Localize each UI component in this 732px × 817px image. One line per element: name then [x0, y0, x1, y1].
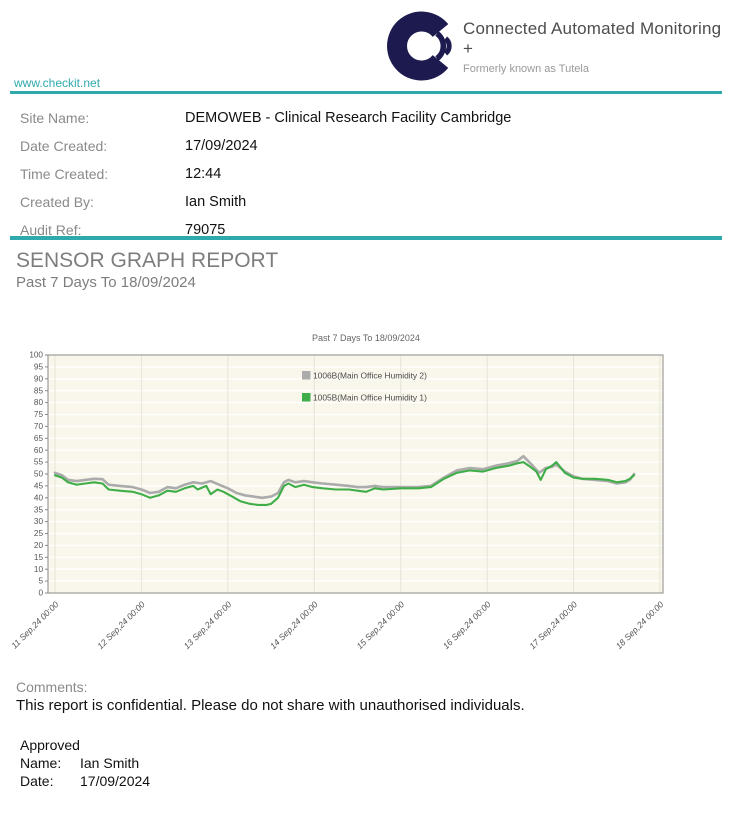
- y-tick-label: 5: [38, 577, 43, 586]
- y-tick-label: 70: [34, 422, 44, 431]
- meta-row-created-by: Created By: Ian Smith: [20, 188, 511, 216]
- brand-title: Connected Automated Monitoring +: [463, 19, 722, 58]
- x-tick-label: 11 Sep,24 00:00: [10, 599, 61, 650]
- meta-label: Date Created:: [20, 138, 108, 154]
- y-tick-label: 10: [34, 565, 44, 574]
- y-tick-label: 50: [34, 470, 44, 479]
- meta-row-time-created: Time Created: 12:44: [20, 160, 511, 188]
- legend-label-1: 1005B(Main Office Humidity 1): [313, 393, 427, 403]
- y-tick-label: 75: [34, 410, 44, 419]
- comments-label: Comments:: [16, 679, 88, 695]
- y-tick-label: 30: [34, 517, 44, 526]
- y-tick-label: 65: [34, 434, 44, 443]
- meta-value: 79075: [185, 222, 226, 238]
- x-tick-label: 13 Sep,24 00:00: [182, 599, 234, 651]
- report-title: SENSOR GRAPH REPORT: [16, 249, 279, 272]
- meta-label: Audit Ref:: [20, 222, 82, 238]
- meta-value: 17/09/2024: [185, 138, 258, 154]
- y-tick-label: 95: [34, 363, 44, 372]
- y-tick-label: 60: [34, 446, 44, 455]
- approval-block: Approved Name: Ian Smith Date: 17/09/202…: [20, 736, 150, 790]
- approval-name-label: Name:: [20, 755, 62, 771]
- teal-divider-bottom: [10, 236, 722, 240]
- approval-heading: Approved: [20, 737, 80, 753]
- x-tick-label: 14 Sep,24 00:00: [268, 599, 320, 651]
- legend-swatch-1: [302, 393, 311, 402]
- comments-text: This report is confidential. Please do n…: [16, 697, 525, 714]
- y-tick-label: 45: [34, 482, 44, 491]
- y-tick-label: 55: [34, 458, 44, 467]
- website-link[interactable]: www.checkit.net: [14, 76, 101, 90]
- y-tick-label: 0: [38, 589, 43, 598]
- sensor-line-chart: 0 5 10 15 20 25 30 35 40 45 50 55 60 65 70 75 80 85 90 95 10…: [10, 351, 666, 651]
- brand-subtitle: Formerly known as Tutela: [463, 63, 589, 75]
- x-tick-label: 12 Sep,24 00:00: [95, 599, 147, 651]
- y-tick-label: 80: [34, 398, 44, 407]
- brand-text: Connected Automated Monitoring + Formerl…: [463, 17, 732, 75]
- y-tick-label: 20: [34, 541, 44, 550]
- approval-date-row: Date: 17/09/2024: [20, 772, 150, 790]
- y-tick-label: 90: [34, 374, 44, 383]
- x-tick-label: 18 Sep,24 00:00: [614, 599, 666, 651]
- y-tick-label: 40: [34, 493, 44, 502]
- approval-name-value: Ian Smith: [80, 755, 140, 771]
- meta-row-date-created: Date Created: 17/09/2024: [20, 132, 511, 160]
- series-line-1: [53, 461, 636, 506]
- meta-value: DEMOWEB - Clinical Research Facility Cam…: [185, 110, 512, 126]
- y-tick-label: 15: [34, 553, 44, 562]
- x-tick-label: 17 Sep,24 00:00: [527, 599, 579, 651]
- meta-row-site-name: Site Name: DEMOWEB - Clinical Research F…: [20, 104, 511, 132]
- y-tick-label: 25: [34, 529, 44, 538]
- y-tick-label: 35: [34, 505, 44, 514]
- meta-label: Site Name:: [20, 110, 90, 126]
- cam-logo-icon: [387, 11, 452, 81]
- y-tick-label: 100: [29, 351, 43, 360]
- x-tick-label: 16 Sep,24 00:00: [441, 599, 493, 651]
- report-subtitle: Past 7 Days To 18/09/2024: [16, 274, 196, 291]
- legend-swatch-0: [302, 371, 311, 380]
- meta-row-audit-ref: Audit Ref: 79075: [20, 216, 511, 244]
- legend-label-0: 1006B(Main Office Humidity 2): [313, 371, 427, 381]
- meta-label: Created By:: [20, 194, 94, 210]
- x-tick-label: 15 Sep,24 00:00: [354, 599, 406, 651]
- meta-label: Time Created:: [20, 166, 109, 182]
- approval-date-value: 17/09/2024: [80, 773, 151, 789]
- teal-divider-top: [10, 91, 722, 94]
- meta-value: Ian Smith: [185, 194, 247, 210]
- meta-value: 12:44: [185, 166, 222, 182]
- chart-title: Past 7 Days To 18/09/2024: [312, 333, 420, 343]
- y-tick-label: 85: [34, 386, 44, 395]
- brand-header: Connected Automated Monitoring + Formerl…: [385, 10, 732, 82]
- approval-name-row: Name: Ian Smith: [20, 754, 150, 772]
- approval-date-label: Date:: [20, 773, 54, 789]
- report-metadata: Site Name: DEMOWEB - Clinical Research F…: [20, 104, 511, 244]
